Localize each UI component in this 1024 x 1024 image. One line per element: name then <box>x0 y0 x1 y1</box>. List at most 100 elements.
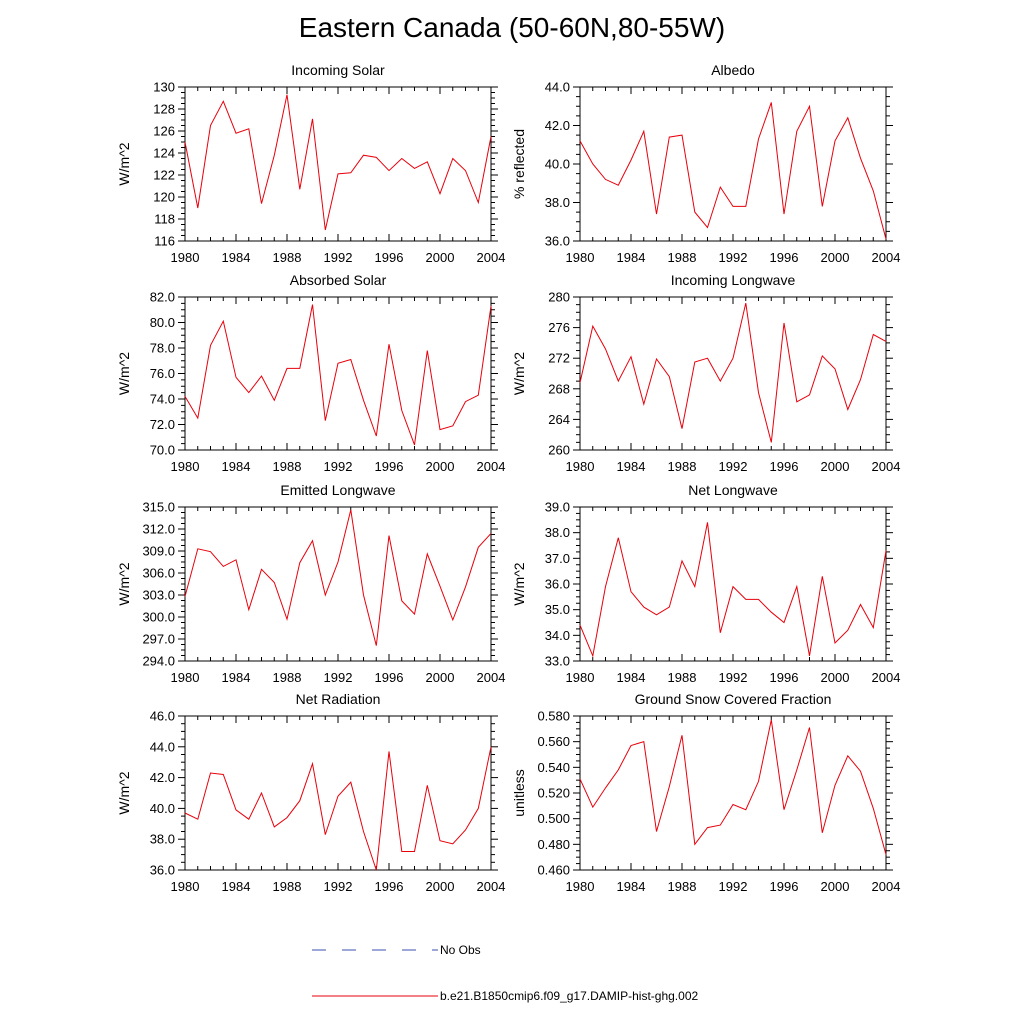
y-tick-label: 309.0 <box>142 544 175 559</box>
x-tick-label: 1988 <box>273 670 302 685</box>
x-tick-label: 2000 <box>821 250 850 265</box>
chart-panel-2: 1980 1984 1988 1992 1996 2000 2004 36.0 38.0 40.0… <box>511 62 900 265</box>
y-axis-label: % reflected <box>511 129 527 199</box>
x-tick-label: 1992 <box>719 879 748 894</box>
y-tick-label: 272 <box>548 351 570 366</box>
y-axis-label: W/m^2 <box>511 352 527 395</box>
x-tick-label: 2000 <box>426 670 455 685</box>
x-tick-label: 1984 <box>222 879 251 894</box>
x-tick-label: 1988 <box>668 670 697 685</box>
y-tick-label: 80.0 <box>150 315 175 330</box>
x-tick-label: 2000 <box>821 670 850 685</box>
x-tick-label: 1996 <box>770 459 799 474</box>
y-tick-label: 46.0 <box>150 709 175 724</box>
y-tick-label: 0.560 <box>537 734 570 749</box>
x-tick-label: 1996 <box>770 250 799 265</box>
series-line <box>184 94 492 231</box>
legend-obs-label: No Obs <box>440 943 481 957</box>
series-line <box>184 304 492 446</box>
y-axis-label: W/m^2 <box>116 142 132 185</box>
y-tick-label: 126 <box>153 124 175 139</box>
legend-model-swatch <box>312 995 438 997</box>
x-tick-label: 2000 <box>426 879 455 894</box>
y-tick-label: 40.0 <box>150 801 175 816</box>
chart-title: Incoming Solar <box>291 62 385 78</box>
x-tick-label: 1992 <box>719 670 748 685</box>
y-tick-label: 280 <box>548 290 570 305</box>
plot-frame <box>579 86 887 242</box>
y-tick-label: 74.0 <box>150 392 175 407</box>
x-tick-label: 2004 <box>477 670 506 685</box>
legend-obs: No Obs <box>0 940 1024 960</box>
x-tick-label: 1980 <box>566 459 595 474</box>
y-tick-label: 297.0 <box>142 632 175 647</box>
chart-title: Net Longwave <box>688 482 778 498</box>
chart-title: Absorbed Solar <box>290 272 387 288</box>
plot-frame <box>184 715 492 871</box>
x-tick-label: 1992 <box>324 459 353 474</box>
y-tick-label: 312.0 <box>142 522 175 537</box>
y-tick-label: 36.0 <box>545 577 570 592</box>
x-tick-label: 1980 <box>566 670 595 685</box>
plot-frame <box>184 506 492 662</box>
y-tick-label: 0.460 <box>537 863 570 878</box>
x-tick-label: 1996 <box>375 459 404 474</box>
x-tick-label: 1984 <box>222 670 251 685</box>
y-tick-label: 294.0 <box>142 654 175 669</box>
chart-title: Net Radiation <box>296 691 381 707</box>
chart-title: Ground Snow Covered Fraction <box>635 691 832 707</box>
y-tick-label: 36.0 <box>150 863 175 878</box>
series-line <box>184 509 492 646</box>
x-tick-label: 1996 <box>375 670 404 685</box>
y-tick-label: 36.0 <box>545 234 570 249</box>
x-tick-label: 1992 <box>719 459 748 474</box>
charts-panel-grid: 1980 1984 1988 1992 1996 2000 2004 116 118 120 122… <box>116 62 900 894</box>
x-tick-label: 1984 <box>617 879 646 894</box>
y-tick-label: 42.0 <box>150 770 175 785</box>
y-tick-label: 82.0 <box>150 290 175 305</box>
x-tick-label: 1980 <box>566 879 595 894</box>
y-tick-label: 128 <box>153 102 175 117</box>
y-tick-label: 315.0 <box>142 500 175 515</box>
y-tick-label: 268 <box>548 381 570 396</box>
x-tick-label: 1984 <box>617 670 646 685</box>
y-tick-label: 276 <box>548 320 570 335</box>
plot-frame <box>184 86 492 242</box>
series-line <box>579 302 887 443</box>
y-tick-label: 42.0 <box>545 118 570 133</box>
x-tick-label: 1980 <box>171 670 200 685</box>
series-line <box>579 522 887 658</box>
chart-panel-8: 1980 1984 1988 1992 1996 2000 2004 0.460 0.480 0.… <box>511 691 900 894</box>
y-axis-label: W/m^2 <box>511 562 527 605</box>
x-tick-label: 1984 <box>222 250 251 265</box>
y-tick-label: 0.580 <box>537 709 570 724</box>
chart-title: Albedo <box>711 62 755 78</box>
legend-model: b.e21.B1850cmip6.f09_g17.DAMIP-hist-ghg.… <box>0 986 1024 1006</box>
chart-panel-1: 1980 1984 1988 1992 1996 2000 2004 116 118 120 122… <box>116 62 505 265</box>
y-tick-label: 72.0 <box>150 417 175 432</box>
y-tick-label: 38.0 <box>545 525 570 540</box>
x-tick-label: 2004 <box>872 250 901 265</box>
series-line <box>184 746 492 871</box>
y-tick-label: 35.0 <box>545 602 570 617</box>
series-line <box>579 719 887 855</box>
x-tick-label: 1984 <box>222 459 251 474</box>
y-tick-label: 120 <box>153 190 175 205</box>
x-tick-label: 2004 <box>477 879 506 894</box>
y-tick-label: 118 <box>154 212 175 227</box>
y-tick-label: 0.540 <box>537 760 570 775</box>
y-tick-label: 124 <box>153 146 175 161</box>
x-tick-label: 2000 <box>426 250 455 265</box>
legend-obs-swatch <box>312 949 438 951</box>
x-tick-label: 1980 <box>171 250 200 265</box>
figure-title: Eastern Canada (50-60N,80-55W) <box>298 12 726 43</box>
y-tick-label: 130 <box>153 80 175 95</box>
x-tick-label: 2004 <box>477 459 506 474</box>
x-tick-label: 1984 <box>617 459 646 474</box>
y-tick-label: 0.500 <box>537 811 570 826</box>
y-tick-label: 264 <box>548 412 570 427</box>
y-tick-label: 39.0 <box>545 500 570 515</box>
x-tick-label: 2000 <box>426 459 455 474</box>
y-tick-label: 122 <box>153 168 175 183</box>
